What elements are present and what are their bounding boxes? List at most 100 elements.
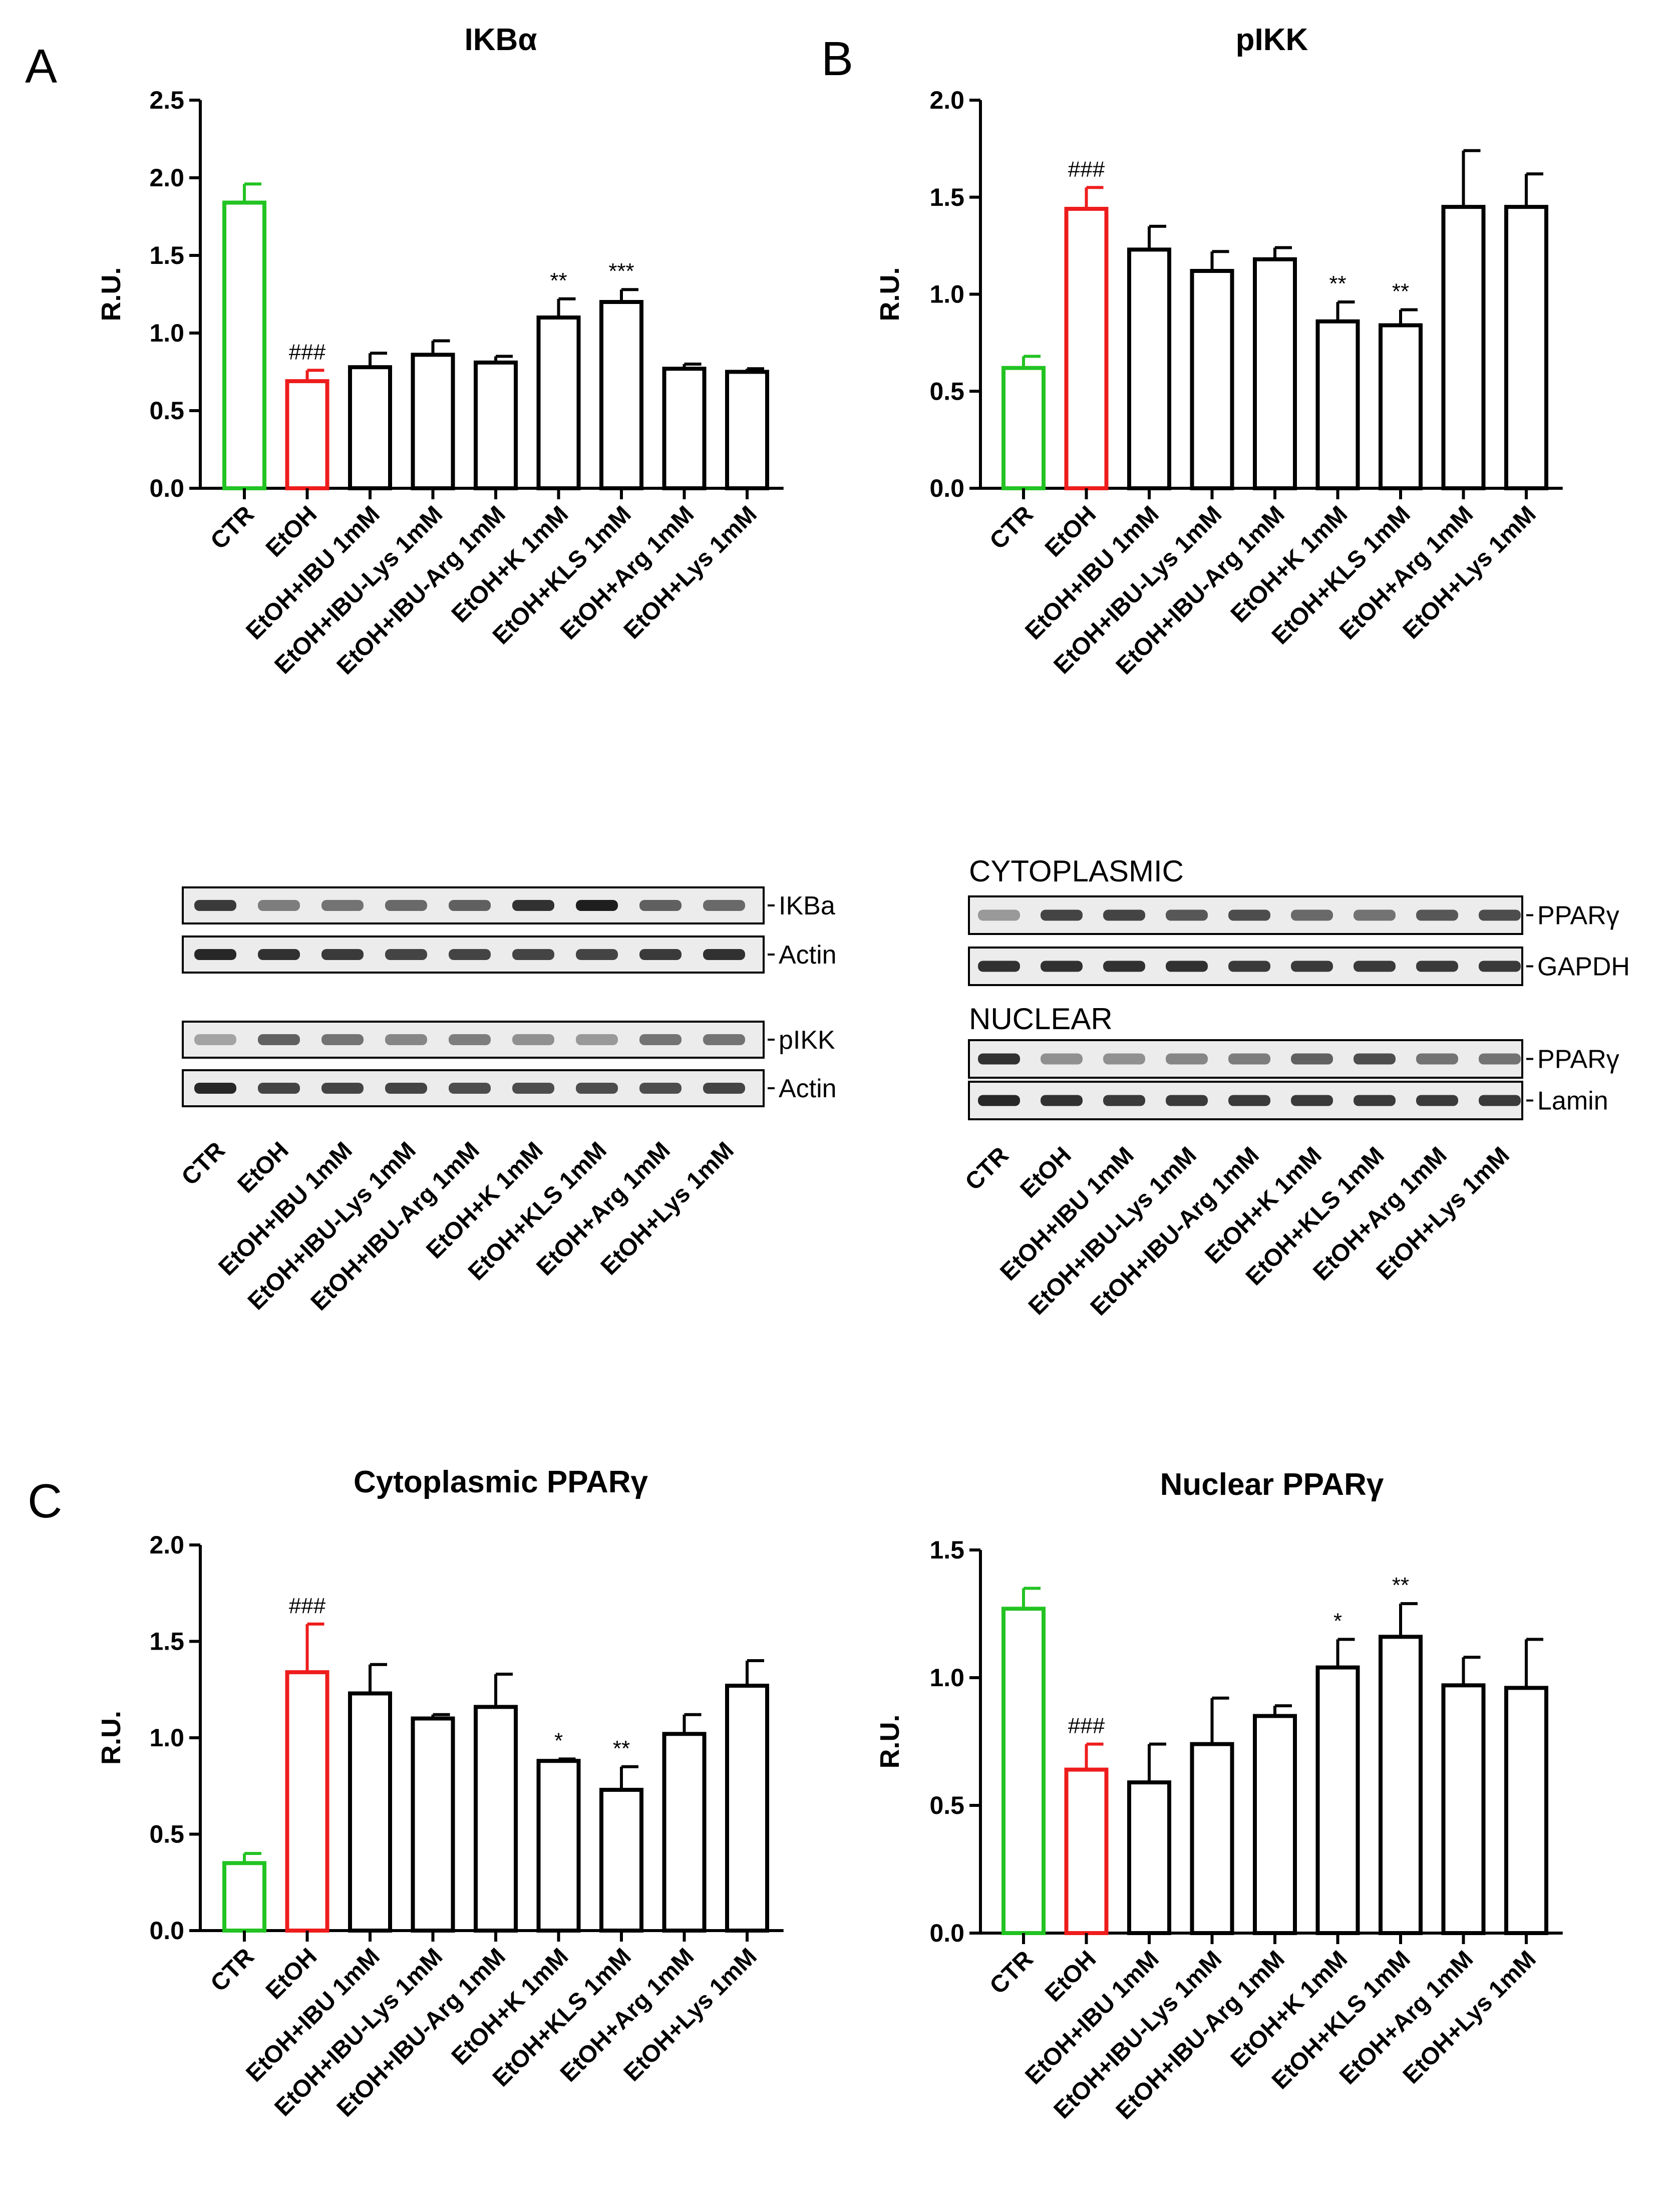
bar-etoh-k-1mm	[1315, 1665, 1360, 1936]
blot-strip-lamin: Lamin	[968, 1081, 1608, 1120]
significance-label: ###	[1068, 1714, 1105, 1738]
blot-band	[1103, 1095, 1145, 1106]
blot-band	[576, 900, 618, 911]
blot-band	[1291, 1053, 1333, 1065]
blot-band	[512, 900, 554, 911]
y-axis-label: R.U.	[875, 267, 905, 322]
blot-band	[321, 1034, 364, 1045]
blot-band	[1103, 1053, 1145, 1065]
blot-band	[639, 949, 682, 960]
bar-etoh-kls-1mm	[1379, 323, 1423, 490]
blot-band	[1166, 1095, 1208, 1106]
bar-etoh-ibu-lys-1mm	[411, 1716, 455, 1933]
blot-band	[1479, 1095, 1521, 1106]
blot-band	[512, 1083, 554, 1094]
blot-strip-label: GAPDH	[1537, 953, 1630, 982]
western-blot-right: CYTOPLASMIC NUCLEAR PPARγ GAPDH PPARγ Lamin…	[960, 854, 1630, 1321]
blot-band	[639, 900, 682, 911]
bar-etoh-ibu-1mm	[1127, 247, 1171, 490]
bar-etoh-ibu-lys-1mm	[1190, 1742, 1234, 1936]
significance-label: **	[550, 268, 567, 293]
blot-band	[1166, 1053, 1208, 1065]
bar-ctr	[222, 1861, 266, 1933]
panel-letter-a: A	[25, 40, 57, 93]
blot-band	[321, 949, 364, 960]
blot-lane-label: EtOH	[1015, 1142, 1076, 1203]
blot-strip-label: Lamin	[1537, 1087, 1608, 1116]
blot-band	[1166, 961, 1208, 972]
chart-title: Nuclear PPARγ	[1160, 1467, 1384, 1502]
blot-band	[576, 1083, 618, 1094]
bar-etoh-arg-1mm	[662, 367, 707, 490]
blot-band	[1291, 1095, 1333, 1106]
blot-band	[321, 900, 364, 911]
blot-band	[1041, 1095, 1083, 1106]
blot-band	[703, 900, 745, 911]
bar-etoh-k-1mm	[536, 1759, 581, 1933]
y-tick-label: 0.5	[149, 1820, 184, 1848]
y-tick-label: 2.0	[929, 86, 964, 114]
bar-etoh-kls-1mm	[599, 1787, 643, 1933]
y-tick-label: 1.0	[929, 1664, 964, 1692]
blot-band	[512, 949, 554, 960]
blot-band	[1228, 909, 1270, 921]
blot-band	[258, 900, 300, 911]
blot-band	[1041, 961, 1083, 972]
panel-letter-c: C	[28, 1474, 62, 1528]
blot-band	[385, 1083, 427, 1094]
blot-band	[1354, 961, 1396, 972]
blot-band	[978, 909, 1020, 921]
y-tick-label: 1.0	[149, 319, 184, 347]
blot-band	[1228, 961, 1270, 972]
blot-band	[576, 1034, 618, 1045]
x-tick-label: CTR	[206, 501, 259, 554]
blot-band	[1416, 909, 1458, 921]
y-tick-label: 2.0	[149, 1531, 184, 1559]
y-tick-label: 0.0	[929, 474, 964, 502]
x-tick-label: EtOH	[261, 1943, 322, 2004]
y-axis-label: R.U.	[875, 1715, 905, 1769]
blot-band	[258, 1034, 300, 1045]
blot-band	[1291, 961, 1333, 972]
bar-etoh-lys-1mm	[1504, 1686, 1548, 1935]
y-tick-label: 2.0	[149, 164, 184, 192]
blot-band	[978, 961, 1020, 972]
y-tick-label: 1.0	[929, 280, 964, 308]
blot-band	[194, 949, 236, 960]
bar-etoh-kls-1mm	[599, 300, 643, 490]
blot-band	[703, 949, 745, 960]
blot-band	[1479, 1053, 1521, 1065]
bar-etoh-k-1mm	[1315, 319, 1360, 490]
y-tick-label: 1.5	[929, 1536, 964, 1564]
significance-label: ***	[608, 259, 634, 283]
blot-strip-label: PPARγ	[1537, 901, 1619, 930]
bar-etoh	[285, 379, 329, 490]
bar-etoh	[1064, 1767, 1109, 1936]
blot-band	[1228, 1095, 1270, 1106]
significance-label: **	[1392, 1573, 1409, 1598]
blot-lane-label: CTR	[177, 1137, 230, 1190]
blot-strip-label: Actin	[779, 1074, 837, 1103]
blot-band	[1354, 1095, 1396, 1106]
y-tick-label: 0.0	[929, 1919, 964, 1947]
blot-band	[258, 949, 300, 960]
significance-label: **	[613, 1736, 630, 1761]
significance-label: *	[1333, 1609, 1342, 1634]
blot-band	[576, 949, 618, 960]
blot-band	[449, 949, 491, 960]
blot-band	[1228, 1053, 1270, 1065]
y-tick-label: 1.5	[929, 183, 964, 211]
blot-strip-ikba: IKBa	[182, 886, 835, 924]
significance-label: ###	[289, 1594, 326, 1618]
blot-band	[194, 1034, 236, 1045]
bar-etoh-k-1mm	[536, 316, 581, 490]
bar-etoh-ibu-lys-1mm	[1190, 269, 1234, 490]
chart-title: IKBα	[465, 23, 537, 57]
blot-band	[1416, 961, 1458, 972]
nuclear-label: NUCLEAR	[969, 1002, 1113, 1036]
bar-etoh	[1064, 207, 1109, 490]
